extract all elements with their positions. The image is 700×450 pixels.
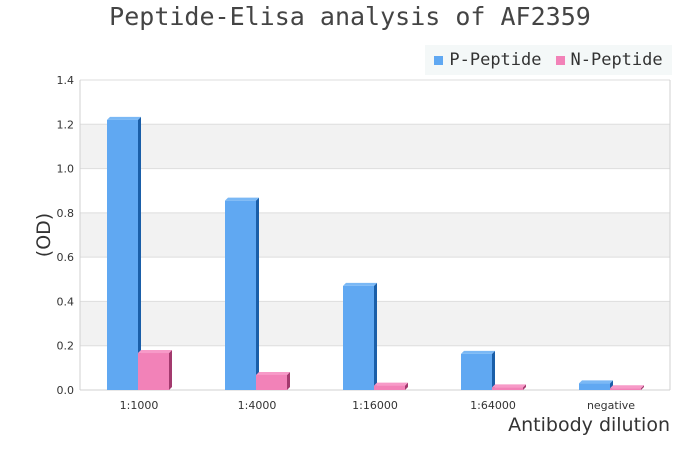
x-tick-label: 1:1000 (120, 399, 159, 412)
x-tick-label: negative (587, 399, 635, 412)
x-tick-label: 1:16000 (352, 399, 398, 412)
bar-top (579, 380, 613, 384)
chart-title: Peptide-Elisa analysis of AF2359 (109, 2, 591, 31)
bar-side (169, 350, 172, 390)
y-tick-label: 1.0 (57, 163, 75, 176)
bar-n-peptide-4 (610, 388, 641, 390)
legend-swatch (434, 55, 444, 65)
grid-band (80, 124, 670, 169)
bar-top (256, 371, 290, 375)
y-tick-label: 0.0 (57, 384, 75, 397)
bar-p-peptide-0 (107, 119, 138, 390)
bar-side (405, 382, 408, 390)
y-tick-label: 1.4 (57, 74, 75, 87)
bar-side (287, 371, 290, 390)
bar-top (225, 197, 259, 201)
legend-swatch (555, 55, 565, 65)
legend-item-p-peptide: P-Peptide (434, 50, 542, 70)
legend-label: P-Peptide (449, 50, 542, 70)
legend-item-n-peptide: N-Peptide (555, 50, 663, 70)
bar-side (374, 282, 377, 390)
bar-n-peptide-1 (256, 374, 287, 390)
bar-p-peptide-4 (579, 383, 610, 390)
bar-side (523, 384, 526, 390)
bar-top (492, 384, 526, 388)
y-tick-label: 0.8 (57, 207, 75, 220)
grid-band (80, 212, 670, 258)
bar-top (107, 116, 141, 120)
bar-top (610, 385, 644, 389)
bar-top (343, 282, 377, 286)
bar-top (138, 350, 172, 354)
bar-p-peptide-3 (461, 353, 492, 390)
y-tick-label: 0.4 (57, 295, 75, 308)
x-tick-label: 1:64000 (470, 399, 516, 412)
bar-side (492, 350, 495, 390)
legend-label: N-Peptide (570, 50, 663, 70)
y-tick-label: 1.2 (57, 118, 75, 131)
x-tick-label: 1:4000 (238, 399, 277, 412)
bar-n-peptide-0 (138, 353, 169, 390)
y-tick-label: 0.6 (57, 251, 75, 264)
bar-n-peptide-2 (374, 385, 405, 390)
x-axis-label: Antibody dilution (508, 414, 670, 436)
bar-top (374, 382, 408, 386)
bar-p-peptide-2 (343, 285, 374, 390)
y-tick-label: 0.2 (57, 340, 75, 353)
bar-side (138, 116, 141, 390)
bar-side (256, 197, 259, 390)
bar-p-peptide-1 (225, 200, 256, 390)
bar-n-peptide-3 (492, 387, 523, 390)
legend: P-Peptide N-Peptide (425, 45, 672, 75)
bar-top (461, 350, 495, 354)
bar-side (641, 385, 644, 390)
